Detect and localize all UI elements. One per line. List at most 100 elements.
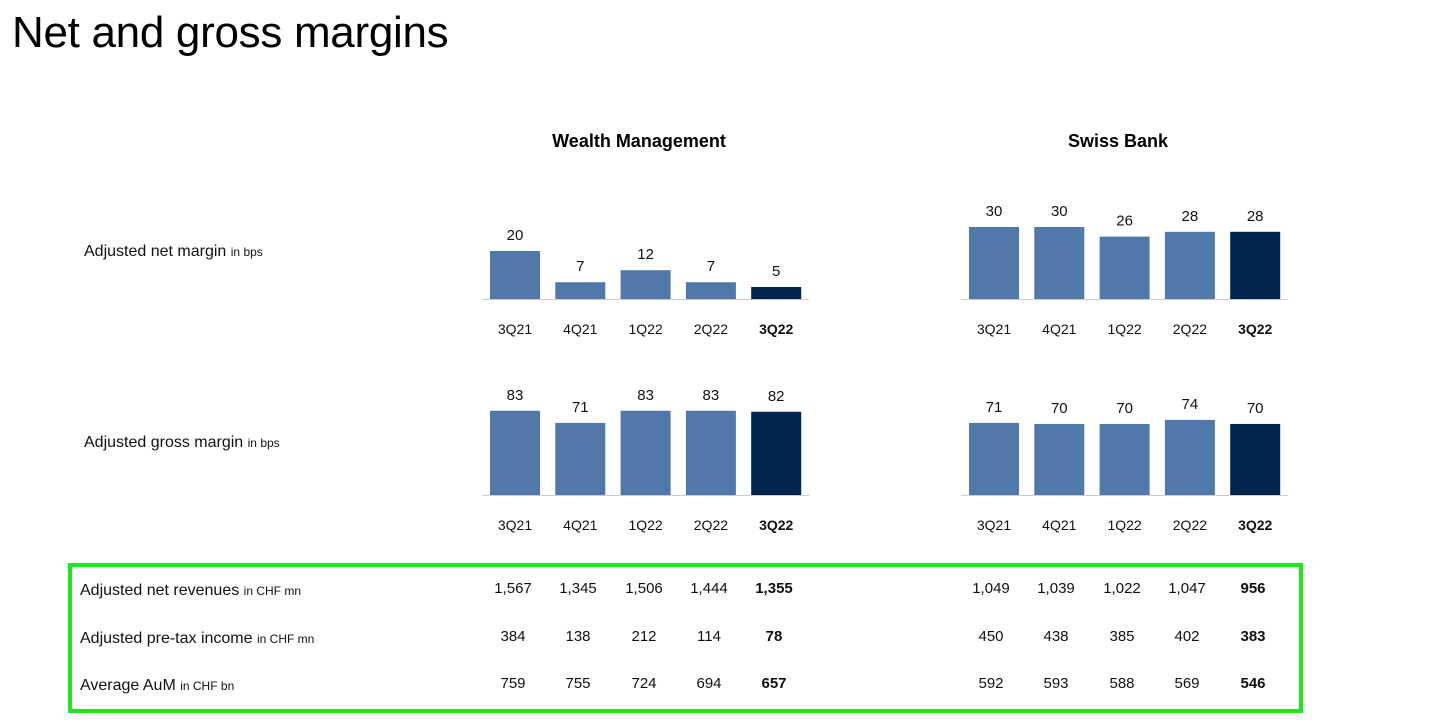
table-cell-wm-average-aum: 759 <box>500 675 526 692</box>
chart-bar <box>1230 231 1281 299</box>
table-row-label-average-aum: Average AuM in CHF bn <box>80 677 234 695</box>
chart-bar <box>685 410 736 495</box>
segment-title-swiss-bank: Swiss Bank <box>1067 131 1169 151</box>
table-cell-sb-net-revenues: 1,047 <box>1168 580 1206 597</box>
chart-category-label: 1Q22 <box>1107 517 1141 533</box>
chart-category-label: 4Q21 <box>563 517 597 533</box>
row-label-gross-margin-unit: in bps <box>247 436 280 450</box>
chart-category-label: 3Q22 <box>759 321 793 337</box>
table-cell-wm-net-revenues: 1,345 <box>559 580 597 597</box>
table-cell-wm-average-aum: 657 <box>761 675 787 692</box>
row-label-net-margin: Adjusted net margin in bps <box>84 243 263 261</box>
table-cell-wm-net-revenues: 1,444 <box>690 580 728 597</box>
table-cell-sb-pre-tax-income: 450 <box>978 628 1004 645</box>
chart-category-label: 3Q22 <box>759 517 793 533</box>
chart-category-label: 4Q21 <box>1042 517 1076 533</box>
chart-bar <box>555 422 606 495</box>
table-cell-sb-pre-tax-income: 402 <box>1174 628 1200 645</box>
table-cell-sb-average-aum: 588 <box>1109 675 1135 692</box>
chart-value-label: 70 <box>1051 400 1068 417</box>
chart-value-label: 28 <box>1182 208 1199 225</box>
chart-bar <box>1230 423 1281 495</box>
chart-value-label: 71 <box>986 399 1003 416</box>
chart-value-label: 7 <box>707 258 715 275</box>
chart-category-label: 2Q22 <box>1173 517 1207 533</box>
table-row-label-unit: in CHF mn <box>256 632 315 646</box>
table-cell-wm-pre-tax-income: 114 <box>697 628 721 645</box>
chart-category-label: 3Q22 <box>1238 517 1272 533</box>
chart-category-label: 2Q22 <box>1173 321 1207 337</box>
chart-category-label: 3Q22 <box>1238 321 1272 337</box>
chart-value-label: 30 <box>986 203 1003 220</box>
chart-value-label: 12 <box>637 246 654 263</box>
chart-value-label: 71 <box>572 399 589 416</box>
chart-category-label: 1Q22 <box>628 321 662 337</box>
table-cell-sb-net-revenues: 956 <box>1240 580 1266 597</box>
table-cell-sb-average-aum: 569 <box>1174 675 1200 692</box>
table-row-label-unit: in CHF mn <box>243 584 302 598</box>
table-cell-sb-pre-tax-income: 438 <box>1043 628 1069 645</box>
table-cell-wm-pre-tax-income: 138 <box>565 628 591 645</box>
chart-bar <box>1034 423 1085 495</box>
table-row-label-unit: in CHF bn <box>180 679 235 693</box>
chart-value-label: 26 <box>1116 213 1133 230</box>
chart-bar <box>1164 231 1215 299</box>
chart-value-label: 28 <box>1247 208 1264 225</box>
table-cell-wm-net-revenues: 1,567 <box>494 580 532 597</box>
chart-bar <box>751 411 802 495</box>
chart-bar <box>1099 236 1150 299</box>
chart-bar <box>969 422 1019 495</box>
chart-bar <box>555 282 606 299</box>
table-row-label-text: Average AuM <box>80 677 176 694</box>
chart-bar <box>969 227 1019 299</box>
row-label-gross-margin-text: Adjusted gross margin <box>84 434 244 451</box>
table-cell-wm-pre-tax-income: 384 <box>500 628 526 645</box>
table-cell-sb-pre-tax-income: 385 <box>1109 628 1135 645</box>
chart-bar <box>490 410 540 495</box>
table-cell-sb-average-aum: 546 <box>1240 675 1266 692</box>
chart-value-label: 83 <box>637 387 654 404</box>
row-label-gross-margin: Adjusted gross margin in bps <box>84 434 280 452</box>
chart-category-label: 4Q21 <box>563 321 597 337</box>
row-label-net-margin-text: Adjusted net margin <box>84 243 227 260</box>
chart-category-label: 3Q21 <box>498 517 532 533</box>
chart-bar <box>751 287 802 299</box>
table-cell-wm-pre-tax-income: 78 <box>765 628 783 645</box>
chart-value-label: 70 <box>1247 400 1264 417</box>
chart-value-label: 5 <box>772 263 780 280</box>
chart-category-label: 2Q22 <box>694 321 728 337</box>
chart-category-label: 1Q22 <box>628 517 662 533</box>
table-cell-wm-average-aum: 724 <box>631 675 657 692</box>
table-cell-wm-average-aum: 755 <box>565 675 591 692</box>
table-cell-wm-net-revenues: 1,506 <box>625 580 663 597</box>
chart-value-label: 70 <box>1116 400 1133 417</box>
table-row-label-net-revenues: Adjusted net revenues in CHF mn <box>80 582 301 600</box>
table-cell-sb-pre-tax-income: 383 <box>1240 628 1266 645</box>
table-cell-sb-net-revenues: 1,022 <box>1103 580 1141 597</box>
chart-value-label: 30 <box>1051 203 1068 220</box>
chart-value-label: 20 <box>507 227 524 244</box>
chart-value-label: 83 <box>703 387 720 404</box>
table-cell-sb-average-aum: 593 <box>1043 675 1069 692</box>
page-title: Net and gross margins <box>12 8 449 57</box>
chart-bar <box>1164 419 1215 495</box>
chart-bar <box>490 251 540 299</box>
chart-category-label: 3Q21 <box>498 321 532 337</box>
segment-title-wealth-management: Wealth Management <box>552 131 726 151</box>
chart-bar <box>1099 423 1150 495</box>
charts-svg: 20 3Q21 7 4Q21 12 1Q22 7 2Q22 5 3Q22 30 3Q21 30 4Q21 2… <box>482 203 1289 533</box>
chart-category-label: 1Q22 <box>1107 321 1141 337</box>
chart-value-label: 7 <box>576 258 584 275</box>
highlight-box <box>68 563 1303 713</box>
table-cell-wm-pre-tax-income: 212 <box>631 628 657 645</box>
chart-category-label: 2Q22 <box>694 517 728 533</box>
chart-bar <box>620 270 671 299</box>
chart-category-label: 4Q21 <box>1042 321 1076 337</box>
table-row-label-pre-tax-income: Adjusted pre-tax income in CHF mn <box>80 630 314 648</box>
table-cell-wm-net-revenues: 1,355 <box>755 580 793 597</box>
chart-category-label: 3Q21 <box>977 517 1011 533</box>
chart-value-label: 82 <box>768 388 785 405</box>
chart-category-label: 3Q21 <box>977 321 1011 337</box>
table-cell-sb-average-aum: 592 <box>978 675 1004 692</box>
chart-value-label: 74 <box>1182 396 1199 413</box>
